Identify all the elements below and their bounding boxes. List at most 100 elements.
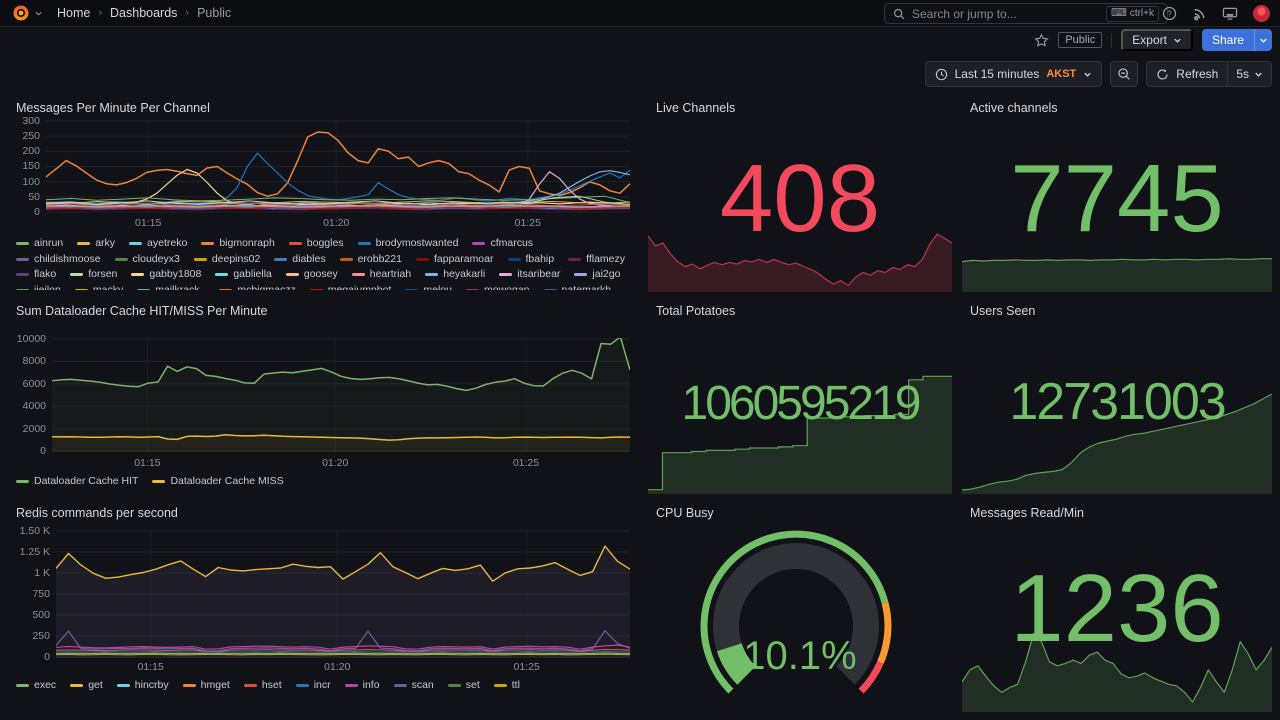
star-dashboard-icon[interactable] <box>1034 32 1049 48</box>
breadcrumb-separator: › <box>185 7 190 19</box>
legend-item[interactable]: get <box>70 678 103 694</box>
sparkline <box>962 626 1272 712</box>
legend-item[interactable]: boggles <box>288 236 344 252</box>
share-button[interactable]: Share <box>1201 29 1272 51</box>
panel-title[interactable]: Active channels <box>970 101 1058 115</box>
legend-item[interactable]: arky <box>77 236 115 252</box>
user-avatar[interactable] <box>1253 5 1270 22</box>
legend-item[interactable]: jai2go <box>574 267 620 283</box>
legend-item[interactable]: heyakarli <box>425 267 485 283</box>
share-menu-caret[interactable] <box>1254 29 1272 51</box>
chevron-down-icon <box>1173 36 1182 45</box>
panel-title[interactable]: Total Potatoes <box>656 304 736 318</box>
series-legend: Dataloader Cache HIT Dataloader Cache MIS… <box>16 474 628 492</box>
legend-item[interactable]: ayetreko <box>129 236 187 252</box>
timeseries-plot[interactable] <box>52 338 630 452</box>
refresh-interval-picker[interactable]: 5s <box>1227 62 1271 86</box>
y-tick-label: 1.25 K <box>19 546 50 558</box>
panel-title[interactable]: Redis commands per second <box>16 506 178 520</box>
legend-item[interactable]: itsaribear <box>499 267 560 283</box>
x-tick-label: 01:20 <box>324 661 351 673</box>
sparkline <box>648 372 952 494</box>
legend-item[interactable]: fapparamoar <box>415 252 494 268</box>
legend-item[interactable]: hincrby <box>116 678 169 694</box>
legend-item[interactable]: cloudeyx3 <box>114 252 180 268</box>
panel-title[interactable]: CPU Busy <box>656 506 714 520</box>
legend-item[interactable]: brodymostwanted <box>357 236 458 252</box>
legend-item[interactable]: bigmonraph <box>201 236 275 252</box>
zoom-out-icon <box>1118 68 1130 80</box>
legend-item[interactable]: forsen <box>70 267 117 283</box>
panel-title[interactable]: Messages Per Minute Per Channel <box>16 101 210 115</box>
legend-item[interactable]: ttl <box>493 678 520 694</box>
panel-title[interactable]: Users Seen <box>970 304 1036 318</box>
legend-item[interactable]: scan <box>393 678 434 694</box>
legend-item[interactable]: Dataloader Cache HIT <box>16 474 138 490</box>
legend-item[interactable]: exec <box>16 678 56 694</box>
legend-item[interactable]: gabliella <box>215 267 272 283</box>
timeseries-plot[interactable] <box>56 530 630 658</box>
legend-item[interactable]: info <box>344 678 380 694</box>
legend-item[interactable]: diables <box>274 252 326 268</box>
top-nav: Home › Dashboards › Public Search or jum… <box>0 0 1280 27</box>
gauge-chart <box>648 504 952 712</box>
search-icon <box>893 8 905 19</box>
news-rss-icon[interactable] <box>1192 6 1207 21</box>
legend-item[interactable]: ainrun <box>16 236 63 252</box>
panel-messages-per-minute: Messages Per Minute Per Channel 300 250 20… <box>8 99 632 292</box>
x-axis: 01:15 01:20 01:25 <box>52 457 630 470</box>
svg-text:?: ? <box>1167 9 1172 18</box>
timeseries-plot[interactable] <box>46 120 630 213</box>
help-icon[interactable]: ? <box>1162 6 1177 21</box>
legend-item[interactable]: erobb221 <box>339 252 402 268</box>
legend-item[interactable]: deepins02 <box>193 252 260 268</box>
legend-item[interactable]: jjeilon <box>16 283 61 290</box>
breadcrumb-home[interactable]: Home <box>57 6 91 20</box>
legend-item[interactable]: incr <box>295 678 331 694</box>
breadcrumb-current: Public <box>197 6 232 20</box>
legend-item[interactable]: fbahip <box>507 252 554 268</box>
refresh-button-group: Refresh 5s <box>1146 61 1272 87</box>
legend-item[interactable]: Dataloader Cache MISS <box>152 474 284 490</box>
legend-item[interactable]: childishmoose <box>16 252 101 268</box>
export-button[interactable]: Export <box>1121 29 1193 51</box>
y-tick-label: 0 <box>34 205 40 218</box>
legend-item[interactable]: fflamezy <box>568 252 625 268</box>
legend-item[interactable]: cfmarcus <box>472 236 533 252</box>
zoom-out-time-button[interactable] <box>1110 61 1139 87</box>
gauge-value: 10.1% <box>743 634 857 678</box>
panel-users-seen: Users Seen 12731003 <box>962 302 1272 494</box>
legend-item[interactable]: mailkrack_ <box>137 283 205 290</box>
legend-item[interactable]: hset <box>243 678 282 694</box>
panel-title[interactable]: Sum Dataloader Cache HIT/MISS Per Minute <box>16 304 268 318</box>
panel-title[interactable]: Live Channels <box>656 101 736 115</box>
legend-item[interactable]: mowogan <box>465 283 530 290</box>
legend-item[interactable]: melou <box>405 283 452 290</box>
legend-item[interactable]: heartriah <box>351 267 411 283</box>
legend-item[interactable]: gabby1808 <box>131 267 201 283</box>
panel-title[interactable]: Messages Read/Min <box>970 506 1084 520</box>
legend-item[interactable]: macky <box>74 283 123 290</box>
breadcrumb: Home › Dashboards › Public <box>57 6 231 20</box>
x-tick-label: 01:20 <box>323 217 350 229</box>
search-input[interactable]: Search or jump to... ⌨ ctrl+k <box>884 3 1168 24</box>
clock-icon <box>935 68 947 80</box>
legend-item[interactable]: flako <box>16 267 56 283</box>
kiosk-monitor-icon[interactable] <box>1222 6 1238 21</box>
legend-item[interactable]: set <box>447 678 480 694</box>
dashboard-action-bar: Public Export Share <box>0 27 1280 53</box>
grafana-logo[interactable] <box>12 4 30 22</box>
legend-item[interactable]: mcbigmaczz <box>219 283 296 290</box>
org-switcher-caret-icon[interactable] <box>34 9 43 18</box>
legend-item[interactable]: goosey <box>285 267 338 283</box>
legend-item[interactable]: hmget <box>182 678 230 694</box>
refresh-button[interactable]: Refresh <box>1147 62 1227 86</box>
x-axis: 01:15 01:20 01:25 <box>46 217 630 230</box>
breadcrumb-dashboards[interactable]: Dashboards <box>110 6 178 20</box>
y-tick-label: 1.50 K <box>19 525 50 537</box>
x-tick-label: 01:15 <box>135 217 162 229</box>
legend-item[interactable]: megajumpbot <box>309 283 391 290</box>
time-range-picker[interactable]: Last 15 minutes AKST <box>924 61 1103 87</box>
legend-item[interactable]: natemarkh <box>543 283 611 290</box>
